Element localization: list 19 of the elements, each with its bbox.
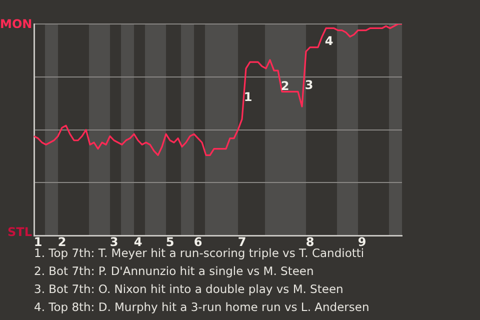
text: 4. Top 8th: D. Murphy hit a 3-run home run vs L. Andersen [34,299,370,316]
text: STL [6,224,32,239]
x-tick-label: 4 [134,234,142,249]
text: 2. Bot 7th: P. D'Annunzio hit a single vs M. Steen [34,263,315,280]
x-tick-label: 8 [306,234,314,249]
x-tick-label: 6 [194,234,202,249]
x-tick-label: 7 [238,234,246,249]
annotation: 3 [304,78,314,92]
annotation: 1 [244,90,252,104]
text: 3. Bot 7th: O. Nixon hit into a double play vs M. Steen [34,281,344,298]
x-tick-label: 1 [34,234,42,249]
text: MON [0,17,32,31]
annotation: 4 [324,34,334,48]
x-tick-label: 9 [358,234,366,249]
annotation: 2 [280,79,290,94]
x-tick-label: 2 [58,234,66,249]
x-tick-label: 3 [110,234,118,249]
text: 1. Top 7th: T. Meyer hit a run-scoring triple vs T. Candiotti [34,246,364,262]
x-tick-label: 5 [166,234,174,249]
